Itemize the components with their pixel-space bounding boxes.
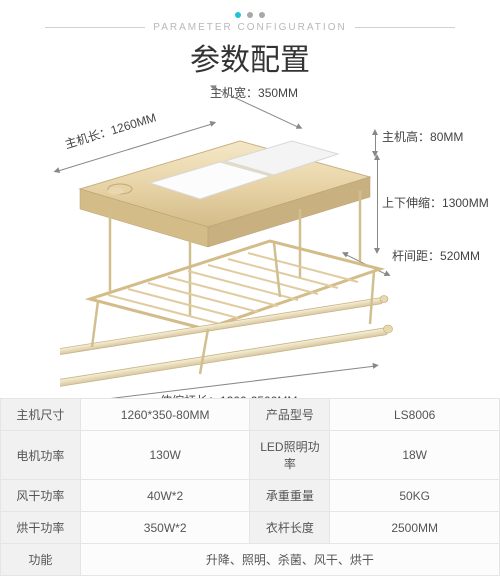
spec-value: 50KG	[330, 480, 500, 512]
dim-width-val: 350MM	[258, 86, 298, 100]
spec-row: 烘干功率 350W*2 衣杆长度 2500MM	[1, 512, 500, 544]
spec-func-value: 升降、照明、杀菌、风干、烘干	[80, 544, 499, 576]
dim-rodgap-val: 520MM	[440, 249, 480, 263]
spec-value: 350W*2	[80, 512, 250, 544]
spec-row: 风干功率 40W*2 承重重量 50KG	[1, 480, 500, 512]
spec-value: 130W	[80, 431, 250, 480]
spec-label: 风干功率	[1, 480, 81, 512]
spec-label: 烘干功率	[1, 512, 81, 544]
spec-label: 衣杆长度	[250, 512, 330, 544]
spec-value: 1260*350-80MM	[80, 399, 250, 431]
spec-label: LED照明功率	[250, 431, 330, 480]
product-illustration	[60, 129, 400, 409]
indicator-dots	[0, 12, 500, 18]
dim-rodgap: 杆间距：520MM	[392, 247, 480, 264]
spec-value: LS8006	[330, 399, 500, 431]
spec-func-label: 功能	[1, 544, 81, 576]
line-left	[45, 27, 145, 28]
spec-row-func: 功能 升降、照明、杀菌、风干、烘干	[1, 544, 500, 576]
dot-2	[247, 12, 253, 18]
spec-value: 2500MM	[330, 512, 500, 544]
product-diagram: 主机宽：350MM 主机长：1260MM 主机高：80MM 上下伸缩：1300M…	[0, 79, 500, 439]
spec-label: 产品型号	[250, 399, 330, 431]
spec-label: 电机功率	[1, 431, 81, 480]
dot-1	[235, 12, 241, 18]
spec-value: 40W*2	[80, 480, 250, 512]
page-title: 参数配置	[0, 35, 500, 79]
dot-3	[259, 12, 265, 18]
spec-row: 主机尺寸 1260*350-80MM 产品型号 LS8006	[1, 399, 500, 431]
spec-table: 主机尺寸 1260*350-80MM 产品型号 LS8006 电机功率 130W…	[0, 398, 500, 576]
spec-label: 主机尺寸	[1, 399, 81, 431]
dim-extend-val: 1300MM	[442, 196, 489, 210]
spec-label: 承重重量	[250, 480, 330, 512]
header: PARAMETER CONFIGURATION 参数配置	[0, 0, 500, 79]
spec-value: 18W	[330, 431, 500, 480]
line-right	[355, 27, 455, 28]
subtitle-row: PARAMETER CONFIGURATION	[0, 22, 500, 33]
subtitle: PARAMETER CONFIGURATION	[153, 22, 346, 33]
spec-row: 电机功率 130W LED照明功率 18W	[1, 431, 500, 480]
dim-height-val: 80MM	[430, 130, 463, 144]
